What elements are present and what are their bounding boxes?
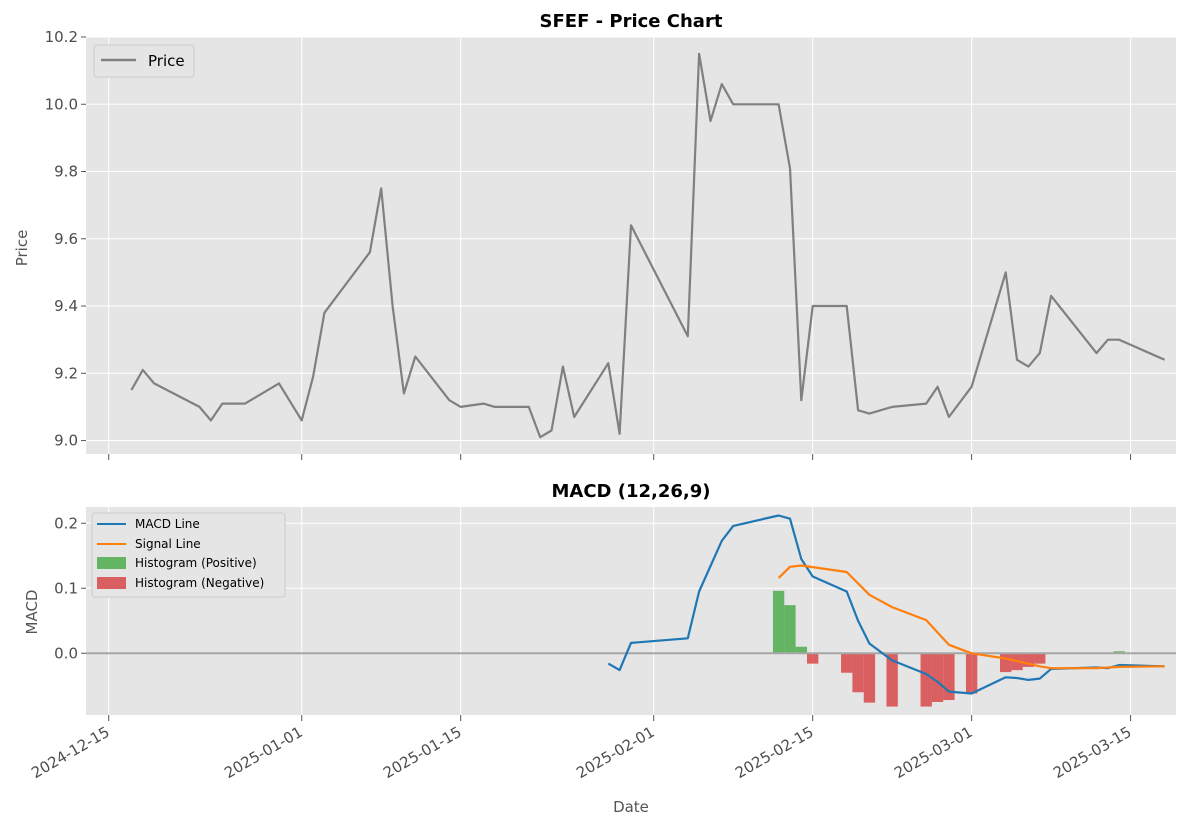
histogram-bar-negative <box>931 653 944 702</box>
macd-series <box>607 514 1165 695</box>
price-chart-title: SFEF - Price Chart <box>540 11 723 32</box>
macd-y-tick-label: 0.1 <box>54 579 78 597</box>
histogram-bar-negative <box>1022 653 1035 667</box>
macd-x-tick-label: 2025-03-01 <box>891 723 976 782</box>
price-y-tick-label: 9.2 <box>54 364 78 382</box>
histogram-bar-negative <box>863 653 876 703</box>
price-y-tick-label: 9.8 <box>54 163 78 181</box>
price-y-ticks: 9.0 9.2 9.4 9.6 9.8 10.0 10.2 <box>45 28 86 450</box>
histogram-bar-negative <box>965 653 978 694</box>
price-y-tick-label: 9.6 <box>54 230 78 248</box>
price-y-tick-label: 10.2 <box>45 28 78 46</box>
histogram-bar-positive <box>784 605 796 654</box>
price-line <box>130 52 1166 439</box>
macd-legend-box <box>91 512 286 598</box>
legend-label-histogram-negative: Histogram (Negative) <box>135 576 264 590</box>
macd-line <box>607 514 1165 695</box>
signal-line <box>777 564 1165 670</box>
price-y-tick-label: 10.0 <box>45 95 78 113</box>
macd-y-tick-label: 0.0 <box>54 644 78 662</box>
price-x-ticks <box>108 454 1132 460</box>
histogram-bar-positive <box>772 590 785 654</box>
histogram-bar-negative <box>852 653 864 693</box>
macd-x-tick-label: 2025-01-01 <box>221 723 306 782</box>
price-y-axis-label: Price <box>13 230 31 267</box>
price-legend: Price <box>93 44 195 78</box>
macd-y-axis-label: MACD <box>23 590 41 635</box>
price-grid <box>86 36 1176 454</box>
price-legend-box <box>93 44 195 78</box>
macd-x-tick-label: 2025-02-15 <box>732 723 817 782</box>
histogram-bar-negative <box>943 653 955 701</box>
macd-x-ticks: 2024-12-15 2025-01-01 2025-01-15 2025-02-01… <box>28 715 1135 782</box>
price-legend-label: Price <box>148 52 185 70</box>
legend-label-macd-line: MACD Line <box>135 517 200 531</box>
macd-panel: 0.0 0.1 0.2 2024-12-15 2025-01-01 2025-01-15… <box>23 481 1176 816</box>
histogram-bar-positive <box>795 646 807 654</box>
macd-x-tick-label: 2025-02-01 <box>573 723 658 782</box>
legend-swatch-histogram-negative <box>97 577 126 589</box>
legend-swatch-histogram-positive <box>97 557 126 569</box>
legend-label-signal-line: Signal Line <box>135 537 201 551</box>
histogram-bar-negative <box>841 653 853 673</box>
histogram-bar-negative <box>920 653 932 707</box>
histogram-bar-negative <box>1000 653 1012 673</box>
x-axis-label: Date <box>613 798 649 816</box>
macd-x-tick-label: 2025-01-15 <box>380 723 465 782</box>
price-y-tick-label: 9.0 <box>54 432 78 450</box>
macd-y-ticks: 0.0 0.1 0.2 <box>54 514 86 662</box>
price-y-tick-label: 9.4 <box>54 297 78 315</box>
macd-x-tick-label: 2025-03-15 <box>1050 723 1135 782</box>
macd-x-tick-label: 2024-12-15 <box>28 723 113 782</box>
macd-chart-title: MACD (12,26,9) <box>551 481 710 502</box>
histogram-bar-negative <box>1034 653 1046 664</box>
macd-y-tick-label: 0.2 <box>54 514 78 532</box>
histogram-bar-negative <box>806 653 819 664</box>
macd-legend: MACD Line Signal Line Histogram (Positiv… <box>91 512 286 598</box>
price-plot-area <box>86 37 1176 454</box>
price-panel: 9.0 9.2 9.4 9.6 9.8 10.0 10.2 SFEF - Price Cha… <box>13 11 1176 460</box>
price-series <box>130 52 1166 439</box>
histogram-bar-negative <box>886 653 898 707</box>
legend-label-histogram-positive: Histogram (Positive) <box>135 556 257 570</box>
